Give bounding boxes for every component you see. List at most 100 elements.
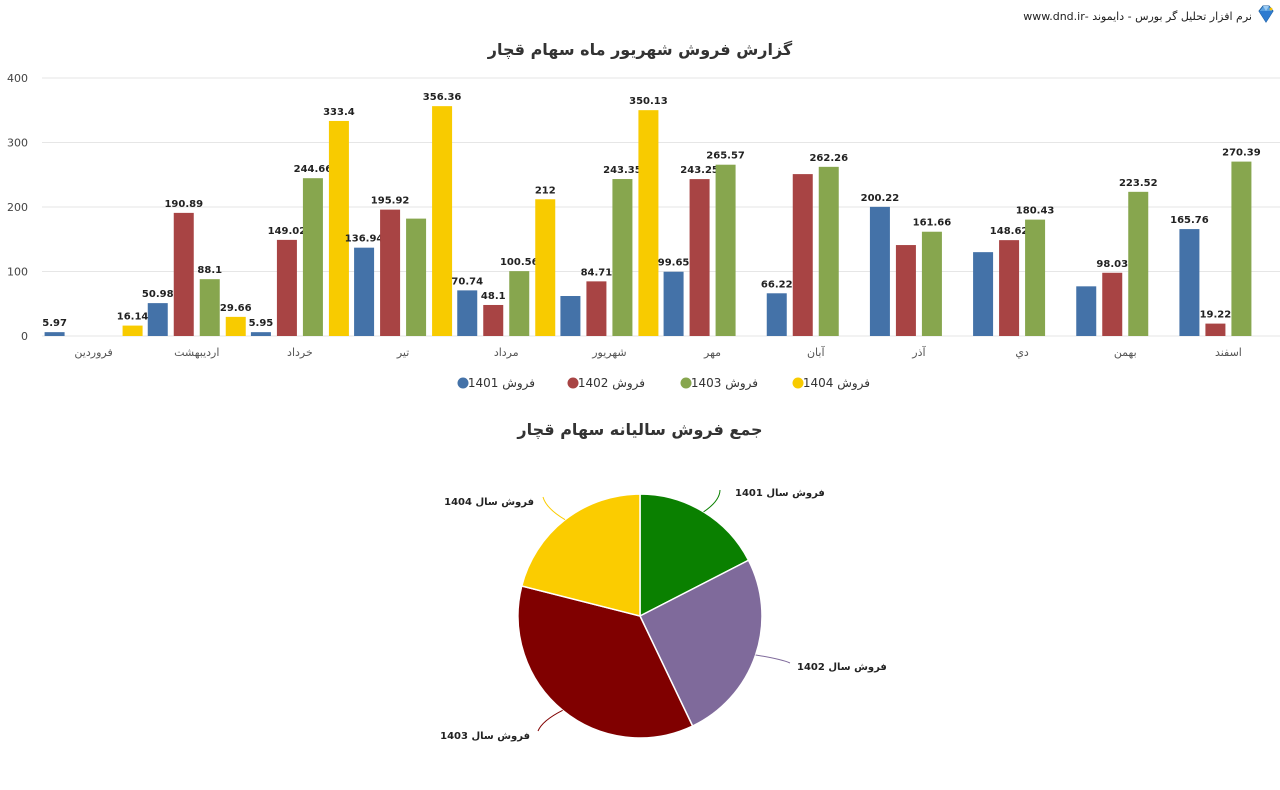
data-label: 165.76 xyxy=(1170,215,1209,226)
bar-3-8 xyxy=(818,166,839,336)
legend-label: فروش 1402 xyxy=(578,376,645,391)
data-label: 195.92 xyxy=(371,196,410,207)
pie-slice-3 xyxy=(517,585,694,739)
bar-1-6 xyxy=(560,296,581,336)
bar-2-7 xyxy=(689,179,710,336)
data-label: 70.74 xyxy=(451,276,483,287)
bar-2-2 xyxy=(173,212,194,336)
app-header: نرم افزار تحلیل گر بورس - دایموند -www.d… xyxy=(1023,4,1276,28)
data-label: 19.22 xyxy=(1200,310,1232,321)
x-tick-label: فروردین xyxy=(74,346,112,359)
bar-4-2 xyxy=(225,316,246,336)
y-tick-label: 200 xyxy=(7,201,28,214)
bar-4-6 xyxy=(638,110,659,336)
y-tick-label: 400 xyxy=(7,72,28,85)
bar-1-10 xyxy=(973,252,994,336)
bar-2-8 xyxy=(792,174,813,336)
bar-1-9 xyxy=(869,206,890,336)
data-label: 88.1 xyxy=(197,265,222,276)
x-tick-label: آذر xyxy=(911,345,926,359)
x-tick-label: آبان xyxy=(807,345,825,359)
bar-3-11 xyxy=(1128,191,1149,336)
bar-1-12 xyxy=(1179,229,1200,336)
bar-3-6 xyxy=(612,179,633,336)
x-tick-label: خرداد xyxy=(287,346,313,359)
legend-marker xyxy=(792,377,804,389)
data-label: 100.56 xyxy=(500,257,539,268)
bar-2-3 xyxy=(276,239,297,336)
bar-2-11 xyxy=(1102,272,1123,336)
pie-leader-line xyxy=(703,489,721,513)
data-label: 148.62 xyxy=(990,226,1029,237)
bar-3-12 xyxy=(1231,161,1252,336)
data-label: 161.66 xyxy=(913,218,952,229)
bar-3-7 xyxy=(715,164,736,336)
x-tick-label: بهمن xyxy=(1114,346,1137,359)
bar-1-1 xyxy=(44,332,65,336)
bar-3-3 xyxy=(302,178,323,336)
y-tick-label: 300 xyxy=(7,137,28,150)
bar-3-10 xyxy=(1025,219,1046,336)
bar-3-5 xyxy=(509,271,530,336)
data-label: 223.52 xyxy=(1119,178,1158,189)
data-label: 243.35 xyxy=(603,165,642,176)
bar-3-2 xyxy=(199,279,220,336)
pie-label: فروش سال 1403 xyxy=(440,731,530,742)
diamond-icon xyxy=(1256,4,1276,28)
data-label: 29.66 xyxy=(220,303,252,314)
pie-label: فروش سال 1404 xyxy=(444,497,534,508)
pie-label: فروش سال 1402 xyxy=(797,662,887,673)
x-tick-label: اسفند xyxy=(1215,346,1242,359)
x-tick-label: مهر xyxy=(703,346,721,359)
bar-2-12 xyxy=(1205,323,1226,336)
bar-2-9 xyxy=(895,245,916,336)
data-label: 5.95 xyxy=(249,318,274,329)
bar-4-1 xyxy=(122,325,143,336)
pie-leader-line xyxy=(542,496,566,521)
pie-slice-1 xyxy=(639,493,750,618)
header-text: نرم افزار تحلیل گر بورس - دایموند -www.d… xyxy=(1023,9,1252,23)
bar-1-7 xyxy=(663,271,684,336)
legend-marker xyxy=(567,377,579,389)
data-label: 5.97 xyxy=(42,318,67,329)
data-label: 66.22 xyxy=(761,279,793,290)
x-tick-label: مرداد xyxy=(494,346,519,359)
data-label: 136.94 xyxy=(345,234,384,245)
data-label: 243.25 xyxy=(680,165,719,176)
data-label: 356.36 xyxy=(423,92,462,103)
pie-leader-line xyxy=(755,654,791,664)
data-label: 270.39 xyxy=(1222,148,1261,159)
data-label: 262.26 xyxy=(809,153,848,164)
data-label: 190.89 xyxy=(164,199,203,210)
data-label: 98.03 xyxy=(1096,259,1128,270)
data-label: 350.13 xyxy=(629,96,668,107)
bar-1-4 xyxy=(354,247,375,336)
bar-4-4 xyxy=(432,106,453,336)
data-label: 265.57 xyxy=(706,151,745,162)
data-label: 212 xyxy=(535,185,556,196)
pie-slice-4 xyxy=(520,493,641,617)
bar-4-3 xyxy=(328,120,349,336)
legend-label: فروش 1404 xyxy=(803,376,870,391)
bar-2-10 xyxy=(999,240,1020,336)
legend-marker xyxy=(680,377,692,389)
data-label: 50.98 xyxy=(142,289,174,300)
pie-chart-title: جمع فروش سالیانه سهام قچار xyxy=(516,420,762,440)
y-tick-label: 0 xyxy=(21,330,28,343)
bar-chart-title: گزارش فروش شهریور ماه سهام قچار xyxy=(487,40,793,60)
x-tick-label: شهریور xyxy=(591,346,626,359)
data-label: 84.71 xyxy=(581,267,613,278)
legend-label: فروش 1401 xyxy=(468,376,535,391)
pie-label: فروش سال 1401 xyxy=(735,488,825,499)
bar-2-6 xyxy=(586,281,607,336)
data-label: 16.14 xyxy=(117,312,149,323)
bar-3-9 xyxy=(921,231,942,336)
bar-1-11 xyxy=(1076,286,1097,336)
pie-slice-2 xyxy=(639,559,763,728)
bar-4-5 xyxy=(535,199,556,336)
bar-1-8 xyxy=(766,293,787,336)
data-label: 149.02 xyxy=(268,226,307,237)
data-label: 99.65 xyxy=(658,258,690,269)
bar-1-5 xyxy=(457,290,478,336)
